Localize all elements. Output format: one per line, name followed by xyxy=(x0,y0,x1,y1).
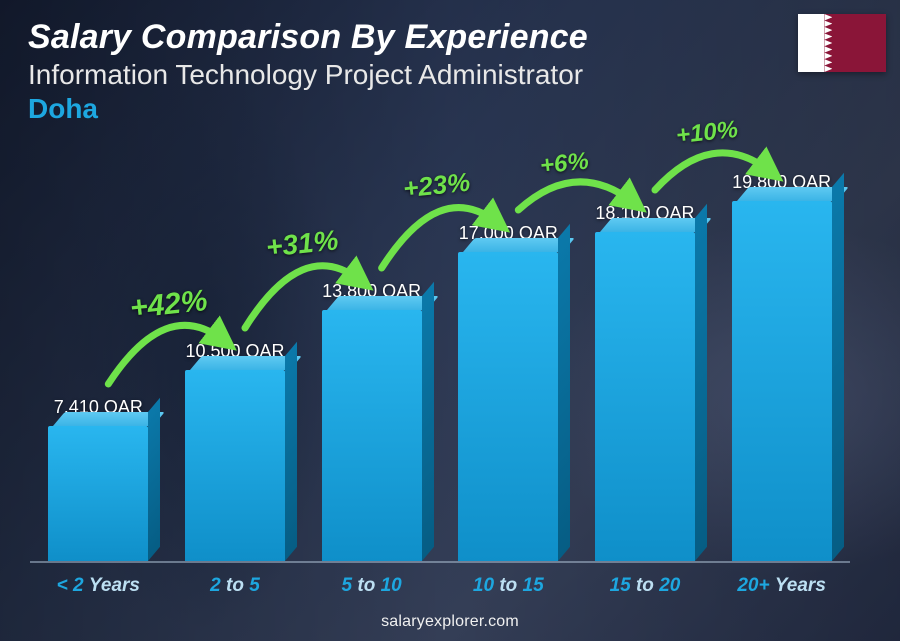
bar-group: 7,410 QAR xyxy=(43,397,153,561)
qatar-flag-icon xyxy=(798,14,886,72)
bar-group: 13,800 QAR xyxy=(317,281,427,561)
flag-fly xyxy=(824,14,886,72)
bar xyxy=(458,252,558,561)
page-location: Doha xyxy=(28,93,780,125)
bar-chart: 7,410 QAR10,500 QAR13,800 QAR17,000 QAR1… xyxy=(30,143,850,563)
flag-hoist xyxy=(798,14,824,72)
bar xyxy=(732,201,832,561)
bar xyxy=(595,232,695,561)
x-axis-label: 5 to 10 xyxy=(317,575,427,597)
bar xyxy=(48,426,148,561)
bar-group: 18,100 QAR xyxy=(590,203,700,561)
header: Salary Comparison By Experience Informat… xyxy=(28,18,780,125)
page-subtitle: Information Technology Project Administr… xyxy=(28,59,780,91)
x-axis-label: 20+ Years xyxy=(727,575,837,597)
footer-credit: salaryexplorer.com xyxy=(0,613,900,631)
increase-pct-label: +6% xyxy=(538,148,589,181)
x-axis-labels: < 2 Years 2 to 5 5 to 10 10 to 15 15 to 20 20… xyxy=(30,575,850,597)
bar-group: 17,000 QAR xyxy=(453,223,563,561)
page-title: Salary Comparison By Experience xyxy=(28,18,780,57)
bar-group: 10,500 QAR xyxy=(180,341,290,561)
x-axis-label: 2 to 5 xyxy=(180,575,290,597)
x-axis-label: 10 to 15 xyxy=(453,575,563,597)
bar-group: 19,800 QAR xyxy=(727,172,837,561)
bar xyxy=(185,370,285,561)
x-axis-label: 15 to 20 xyxy=(590,575,700,597)
x-axis-label: < 2 Years xyxy=(43,575,153,597)
bar xyxy=(322,310,422,561)
